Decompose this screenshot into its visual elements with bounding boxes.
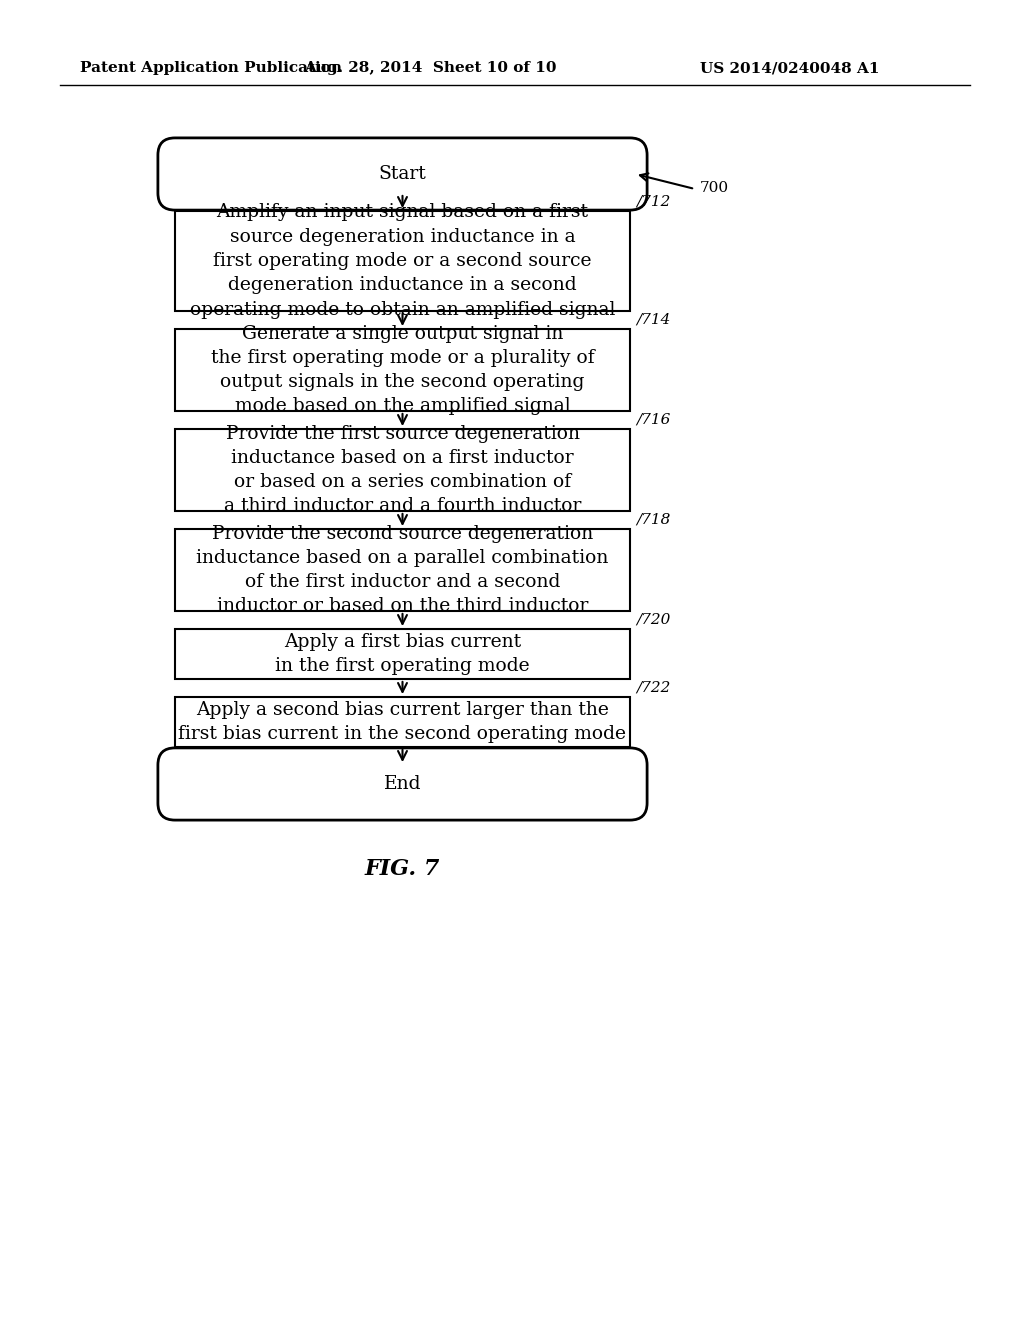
Text: 700: 700 — [700, 181, 729, 195]
Text: ∕722: ∕722 — [636, 681, 671, 696]
Text: ∕714: ∕714 — [636, 313, 671, 327]
Bar — [175, 429, 630, 511]
FancyBboxPatch shape — [158, 137, 647, 210]
Text: US 2014/0240048 A1: US 2014/0240048 A1 — [700, 61, 880, 75]
Bar — [175, 697, 630, 747]
Text: ∕716: ∕716 — [636, 413, 671, 426]
Bar — [175, 529, 630, 611]
Text: ∕720: ∕720 — [636, 612, 671, 627]
Bar — [175, 630, 630, 678]
Text: FIG. 7: FIG. 7 — [365, 858, 440, 880]
Bar — [175, 329, 630, 411]
Bar — [175, 211, 630, 312]
Text: End: End — [384, 775, 421, 793]
Text: Aug. 28, 2014  Sheet 10 of 10: Aug. 28, 2014 Sheet 10 of 10 — [304, 61, 556, 75]
Text: Apply a second bias current larger than the
first bias current in the second ope: Apply a second bias current larger than … — [178, 701, 627, 743]
Text: Apply a first bias current
in the first operating mode: Apply a first bias current in the first … — [275, 632, 529, 675]
Text: ∕718: ∕718 — [636, 513, 671, 527]
Text: Provide the first source degeneration
inductance based on a first inductor
or ba: Provide the first source degeneration in… — [224, 425, 582, 515]
Text: Patent Application Publication: Patent Application Publication — [80, 61, 342, 75]
FancyBboxPatch shape — [158, 748, 647, 820]
Text: Provide the second source degeneration
inductance based on a parallel combinatio: Provide the second source degeneration i… — [197, 524, 608, 615]
Text: Amplify an input signal based on a first
source degeneration inductance in a
fir: Amplify an input signal based on a first… — [189, 203, 615, 318]
Text: ∕712: ∕712 — [636, 195, 671, 209]
Text: Generate a single output signal in
the first operating mode or a plurality of
ou: Generate a single output signal in the f… — [211, 325, 594, 416]
Text: Start: Start — [379, 165, 426, 183]
